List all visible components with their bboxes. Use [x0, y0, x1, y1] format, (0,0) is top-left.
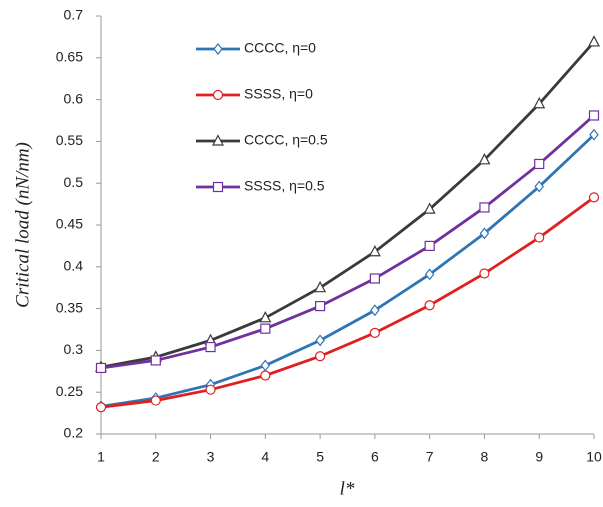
- marker: [315, 300, 326, 312]
- legend-label: CCCC, η=0: [244, 40, 316, 56]
- marker: [479, 227, 490, 240]
- marker: [150, 355, 161, 366]
- x-tick-label: 8: [481, 449, 489, 465]
- x-tick-label: 1: [97, 449, 105, 465]
- x-tick-label: 10: [586, 449, 602, 465]
- marker: [212, 89, 224, 101]
- marker: [588, 35, 600, 47]
- x-tick-label: 9: [535, 449, 543, 465]
- y-tick-label: 0.4: [64, 258, 84, 274]
- marker: [213, 43, 223, 55]
- marker: [533, 96, 546, 109]
- marker: [315, 334, 325, 347]
- x-tick-label: 5: [316, 449, 324, 465]
- marker: [424, 300, 435, 311]
- marker: [95, 362, 107, 374]
- y-tick-label: 0.2: [64, 425, 84, 441]
- marker: [479, 202, 490, 213]
- line: [100, 133, 595, 408]
- legend-label: CCCC, η=0.5: [244, 132, 328, 148]
- y-tick-label: 0.5: [64, 174, 84, 190]
- legend-label: SSSS, η=0.5: [244, 178, 325, 194]
- legend-label: SSSS, η=0: [244, 86, 313, 102]
- marker: [534, 180, 544, 193]
- line: [100, 196, 595, 409]
- y-tick-label: 0.6: [64, 90, 84, 106]
- marker: [424, 268, 435, 281]
- y-tick-label: 0.55: [56, 132, 83, 148]
- marker: [205, 341, 216, 353]
- marker: [534, 158, 545, 170]
- marker: [315, 351, 326, 362]
- x-tick-label: 7: [426, 449, 434, 465]
- marker: [588, 110, 600, 121]
- x-tick-label: 4: [261, 449, 269, 465]
- marker: [368, 244, 381, 257]
- marker: [369, 327, 380, 338]
- y-tick-label: 0.45: [56, 216, 83, 232]
- marker: [478, 153, 491, 165]
- y-tick-label: 0.7: [64, 7, 84, 23]
- line: [100, 114, 595, 370]
- y-tick-label: 0.35: [56, 299, 83, 315]
- marker: [260, 323, 271, 334]
- marker: [534, 232, 545, 243]
- y-axis-label: Critical load (nN/nm): [12, 142, 33, 308]
- marker: [260, 370, 271, 381]
- marker: [423, 202, 436, 214]
- y-tick-label: 0.65: [56, 49, 83, 65]
- marker: [370, 304, 380, 317]
- marker: [424, 240, 435, 251]
- y-tick-label: 0.3: [64, 341, 84, 357]
- x-tick-label: 6: [371, 449, 379, 465]
- marker: [150, 395, 161, 406]
- x-tick-label: 2: [152, 449, 160, 465]
- marker: [205, 384, 216, 395]
- marker: [589, 128, 599, 141]
- marker: [95, 402, 107, 413]
- y-tick-label: 0.25: [56, 383, 83, 399]
- marker: [260, 359, 271, 372]
- marker: [212, 134, 224, 146]
- marker: [259, 311, 272, 323]
- marker: [588, 192, 600, 203]
- line: [100, 40, 596, 369]
- marker: [479, 268, 490, 279]
- marker: [369, 273, 380, 284]
- x-axis-label: l*: [340, 478, 355, 499]
- marker: [212, 181, 224, 193]
- marker: [314, 280, 327, 293]
- x-tick-label: 3: [207, 449, 215, 465]
